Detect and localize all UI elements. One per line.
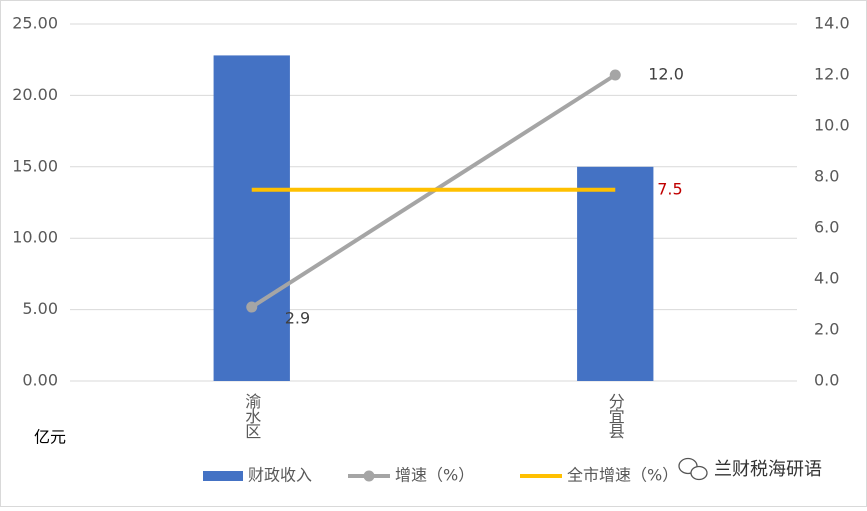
- legend-label: 全市增速（%）: [567, 466, 678, 485]
- y-tick-label: 20.00: [12, 85, 58, 104]
- watermark: 兰财税海研语: [714, 459, 822, 480]
- legend-label: 财政收入: [248, 466, 312, 485]
- bar: [577, 166, 654, 381]
- y-tick-label: 15.00: [12, 156, 58, 175]
- y2-tick-label: 2.0: [814, 320, 839, 339]
- y2-tick-label: 6.0: [814, 218, 839, 237]
- x-tick-label: 渝水区: [242, 393, 261, 439]
- y-axis-unit: 亿元: [34, 428, 66, 447]
- y-tick-label: 25.00: [12, 14, 58, 33]
- y2-tick-label: 8.0: [814, 167, 839, 186]
- line-marker: [609, 69, 621, 81]
- legend-label: 增速（%）: [395, 466, 474, 485]
- y-tick-label: 0.00: [22, 371, 58, 390]
- x-tick-label: 分宜县: [606, 393, 625, 439]
- legend-marker: [363, 470, 375, 482]
- watermark-icon: [678, 457, 708, 481]
- data-label: 12.0: [648, 65, 684, 84]
- y2-tick-label: 14.0: [814, 14, 850, 33]
- y-tick-label: 5.00: [22, 299, 58, 318]
- y-tick-label: 10.00: [12, 228, 58, 247]
- y2-tick-label: 10.0: [814, 116, 850, 135]
- y2-tick-label: 4.0: [814, 269, 839, 288]
- line-marker: [246, 301, 258, 313]
- data-label: 2.9: [285, 309, 310, 328]
- y2-tick-label: 12.0: [814, 65, 850, 84]
- legend-swatch: [203, 471, 243, 481]
- y2-tick-label: 0.0: [814, 371, 839, 390]
- data-label: 7.5: [657, 179, 682, 198]
- bar: [213, 55, 290, 381]
